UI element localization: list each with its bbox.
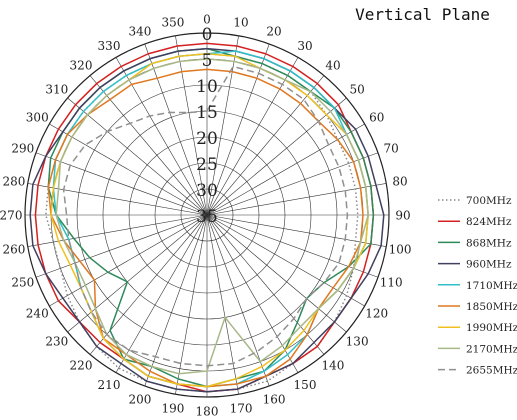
grid-spoke [206,214,387,247]
grid-spoke [206,152,379,216]
grid-spoke [67,214,208,333]
angle-tick-label: 270 [0,209,22,223]
grid-spoke [35,214,208,278]
legend-label-0: 700MHz [466,195,512,207]
radial-tick-label: 5 [202,51,213,71]
grid-spoke [89,214,208,355]
legend-label-6: 1990MHz [466,322,517,334]
legend-label-4: 1710MHz [466,280,517,292]
angle-tick-label: 210 [98,378,121,392]
grid-spoke [206,183,387,216]
angle-tick-label: 120 [365,307,388,321]
angle-tick-label: 50 [349,83,364,97]
grid-spoke [206,214,365,307]
grid-spoke [175,35,208,216]
angle-tick-label: 20 [266,24,281,38]
angle-tick-label: 150 [294,378,317,392]
angle-tick-label: 160 [263,393,286,407]
angle-tick-label: 310 [45,83,68,97]
angle-tick-label: 40 [325,58,340,72]
angle-tick-label: 110 [380,276,403,290]
grid-spoke [206,214,270,387]
grid-spoke [49,123,208,216]
angle-tick-label: 60 [369,111,384,125]
angle-tick-label: 200 [129,393,152,407]
grid-spoke [206,35,239,216]
grid-spoke [206,214,325,355]
legend-label-1: 824MHz [466,216,512,228]
angle-tick-label: 80 [392,174,407,188]
grid-spoke [206,214,379,278]
radial-tick-label: 25 [196,155,218,175]
grid-spoke [206,214,299,373]
grid-spoke [206,43,270,216]
angle-tick-label: 260 [3,243,26,257]
chart-title: Vertical Plane [355,5,490,24]
grid-spoke [27,214,208,247]
angle-tick-label: 70 [384,141,399,155]
angle-tick-label: 190 [162,402,185,416]
angle-tick-label: 90 [395,209,410,223]
angle-tick-label: 240 [26,307,49,321]
series-line-7 [55,58,369,375]
angle-tick-label: 230 [45,334,68,348]
grid-spoke [49,214,208,307]
angle-tick-label: 250 [11,276,34,290]
radial-tick-label: 35 [196,207,218,227]
radial-tick-label: 0 [202,25,213,45]
angle-tick-label: 320 [70,58,93,72]
angle-tick-label: 290 [11,141,34,155]
grid-spoke [27,183,208,216]
grid-spoke [67,97,208,216]
angle-tick-label: 300 [26,111,49,125]
grid-spoke [206,123,365,216]
angle-tick-label: 130 [346,334,369,348]
series-line-3 [29,47,385,393]
angle-tick-label: 340 [129,24,152,38]
grid-spoke [35,152,208,216]
angle-tick-label: 170 [230,402,253,416]
legend-label-3: 960MHz [466,259,512,271]
grid-spoke [206,214,239,395]
series-line-8 [62,65,349,367]
angle-tick-label: 140 [322,359,345,373]
grid-spoke [206,75,325,216]
angle-tick-label: 280 [3,174,26,188]
grid-spoke [115,214,208,373]
grid-spoke [115,57,208,216]
angle-tick-label: 330 [98,39,121,53]
angle-tick-label: 30 [297,39,312,53]
grid-spoke [206,97,347,216]
grid-spoke [89,75,208,216]
radial-tick-label: 30 [196,181,218,201]
radial-tick-label: 20 [196,129,218,149]
angle-tick-label: 0 [203,13,211,27]
grid-spoke [144,214,208,387]
legend-label-2: 868MHz [466,237,512,249]
legend-label-8: 2655MHz [466,365,517,377]
angle-tick-label: 350 [162,15,185,29]
grid-spoke [175,214,208,395]
radial-tick-label: 10 [196,77,218,97]
grid-spoke [206,214,347,333]
angle-tick-label: 10 [233,15,248,29]
angle-tick-label: 220 [70,359,93,373]
grid-spoke [144,43,208,216]
radial-tick-label: 15 [196,103,218,123]
legend-label-7: 2170MHz [466,343,517,355]
legend-label-5: 1850MHz [466,301,517,313]
grid-spoke [206,57,299,216]
angle-tick-label: 100 [389,243,412,257]
angle-tick-label: 180 [196,405,219,417]
